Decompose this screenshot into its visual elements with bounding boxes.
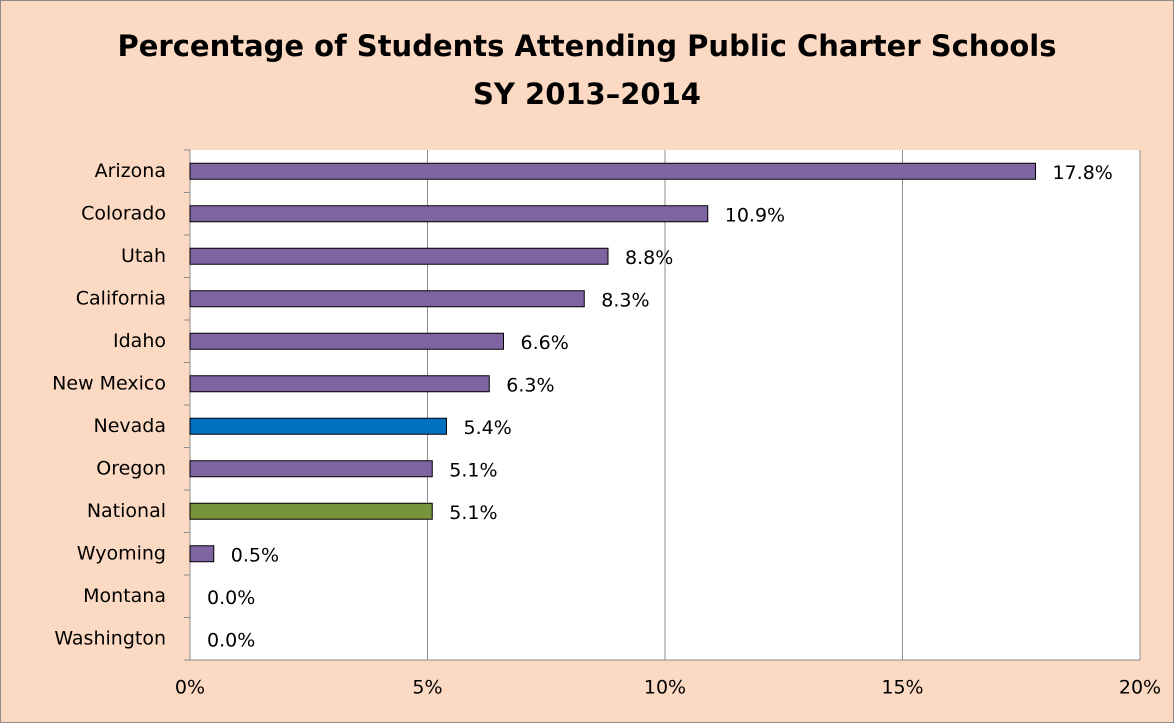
x-tick-label: 0% <box>175 677 205 699</box>
data-label: 6.3% <box>506 374 554 396</box>
data-label: 5.4% <box>464 417 512 439</box>
data-label: 5.1% <box>449 459 497 481</box>
y-tick-label: Arizona <box>95 160 166 182</box>
y-tick-label: Nevada <box>94 415 167 437</box>
y-tick-label: Utah <box>121 245 166 267</box>
y-tick-label: Washington <box>54 627 166 649</box>
bar <box>189 502 433 520</box>
x-tick-label: 5% <box>412 677 442 699</box>
bar <box>189 205 709 223</box>
data-label: 10.9% <box>725 204 785 226</box>
y-tick-label: New Mexico <box>52 372 166 394</box>
x-tick-label: 20% <box>1119 677 1161 699</box>
data-label: 8.3% <box>601 289 649 311</box>
data-label: 0.0% <box>207 587 255 609</box>
bar <box>189 417 447 435</box>
chart-subtitle: SY 2013–2014 <box>473 77 701 111</box>
bar <box>189 332 504 350</box>
data-label: 0.5% <box>231 544 279 566</box>
bar <box>189 247 609 265</box>
data-label: 5.1% <box>449 502 497 524</box>
y-tick-label: Idaho <box>113 330 166 352</box>
x-tick-label: 10% <box>644 677 686 699</box>
chart-title: Percentage of Students Attending Public … <box>117 29 1056 63</box>
y-tick-label: Colorado <box>81 202 166 224</box>
y-tick-label: Oregon <box>96 457 166 479</box>
bar <box>189 545 215 563</box>
data-label: 0.0% <box>207 629 255 651</box>
y-tick-label: Montana <box>83 585 166 607</box>
data-label: 17.8% <box>1053 162 1113 184</box>
data-label: 6.6% <box>521 332 569 354</box>
y-tick-label: National <box>87 500 166 522</box>
x-tick-label: 15% <box>881 677 923 699</box>
data-label: 8.8% <box>625 247 673 269</box>
bar <box>189 375 490 393</box>
y-tick-label: California <box>76 287 166 309</box>
y-tick-label: Wyoming <box>77 542 166 564</box>
bar <box>189 460 433 478</box>
bar <box>189 290 585 308</box>
bar <box>189 162 1036 180</box>
